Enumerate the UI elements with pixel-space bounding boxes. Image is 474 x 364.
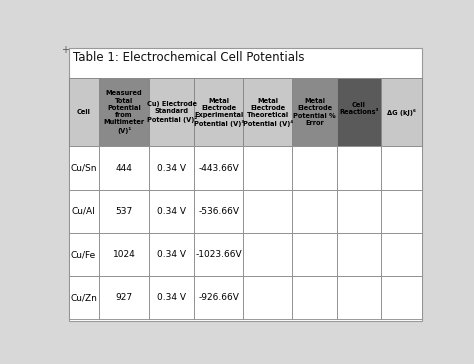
Bar <box>69 276 99 319</box>
Bar <box>69 233 99 276</box>
Bar <box>69 146 99 190</box>
Bar <box>381 190 422 233</box>
Bar <box>194 78 243 146</box>
Bar <box>99 276 149 319</box>
Text: Cell
Reactions³: Cell Reactions³ <box>339 102 379 122</box>
Text: Cu/Al: Cu/Al <box>72 207 95 216</box>
Bar <box>337 78 381 146</box>
Bar <box>194 276 243 319</box>
Text: Metal
Electrode
Potential %
Error: Metal Electrode Potential % Error <box>293 98 336 126</box>
Text: Metal
Electrode
Theoretical
Potential (V)⁴: Metal Electrode Theoretical Potential (V… <box>243 98 293 127</box>
Text: Cu/Fe: Cu/Fe <box>71 250 96 259</box>
Bar <box>243 233 292 276</box>
Text: Cu/Sn: Cu/Sn <box>70 163 97 173</box>
Text: -926.66V: -926.66V <box>199 293 239 302</box>
Bar <box>292 276 337 319</box>
Bar <box>149 233 194 276</box>
Text: 537: 537 <box>115 207 133 216</box>
Bar <box>194 233 243 276</box>
Bar <box>194 190 243 233</box>
Text: Cu) Electrode
Standard
Potential (V)²: Cu) Electrode Standard Potential (V)² <box>147 101 197 123</box>
Bar <box>99 146 149 190</box>
Text: 0.34 V: 0.34 V <box>157 293 186 302</box>
Bar <box>243 276 292 319</box>
Bar <box>337 190 381 233</box>
Bar <box>69 190 99 233</box>
Text: -536.66V: -536.66V <box>199 207 239 216</box>
Bar <box>149 78 194 146</box>
Bar <box>381 78 422 146</box>
Bar <box>99 78 149 146</box>
Text: 0.34 V: 0.34 V <box>157 207 186 216</box>
Text: 927: 927 <box>116 293 133 302</box>
Text: Metal
Electrode
Experimental
Potential (V)³: Metal Electrode Experimental Potential (… <box>194 98 244 127</box>
Text: Measured
Total
Potential
from
Multimeter
(V)¹: Measured Total Potential from Multimeter… <box>103 90 145 134</box>
Bar <box>292 233 337 276</box>
Text: Cell: Cell <box>77 109 91 115</box>
Text: 0.34 V: 0.34 V <box>157 250 186 259</box>
Bar <box>337 233 381 276</box>
Bar <box>243 78 292 146</box>
Bar <box>194 146 243 190</box>
Bar <box>149 190 194 233</box>
Bar <box>381 146 422 190</box>
Bar <box>243 146 292 190</box>
Text: -443.66V: -443.66V <box>199 163 239 173</box>
Bar <box>337 146 381 190</box>
Text: 1024: 1024 <box>113 250 136 259</box>
Bar <box>292 190 337 233</box>
Bar <box>69 78 99 146</box>
Text: -1023.66V: -1023.66V <box>196 250 242 259</box>
Bar <box>99 190 149 233</box>
Bar <box>292 78 337 146</box>
Text: 0.34 V: 0.34 V <box>157 163 186 173</box>
Text: +: + <box>61 45 69 55</box>
Text: ΔG (kJ)⁶: ΔG (kJ)⁶ <box>387 108 416 115</box>
Bar <box>381 276 422 319</box>
Bar <box>337 276 381 319</box>
Bar <box>99 233 149 276</box>
Bar <box>149 146 194 190</box>
Bar <box>381 233 422 276</box>
Text: Cu/Zn: Cu/Zn <box>70 293 97 302</box>
Text: Table 1: Electrochemical Cell Potentials: Table 1: Electrochemical Cell Potentials <box>73 51 305 64</box>
Bar <box>149 276 194 319</box>
Bar <box>243 190 292 233</box>
Bar <box>292 146 337 190</box>
Text: 444: 444 <box>116 163 132 173</box>
